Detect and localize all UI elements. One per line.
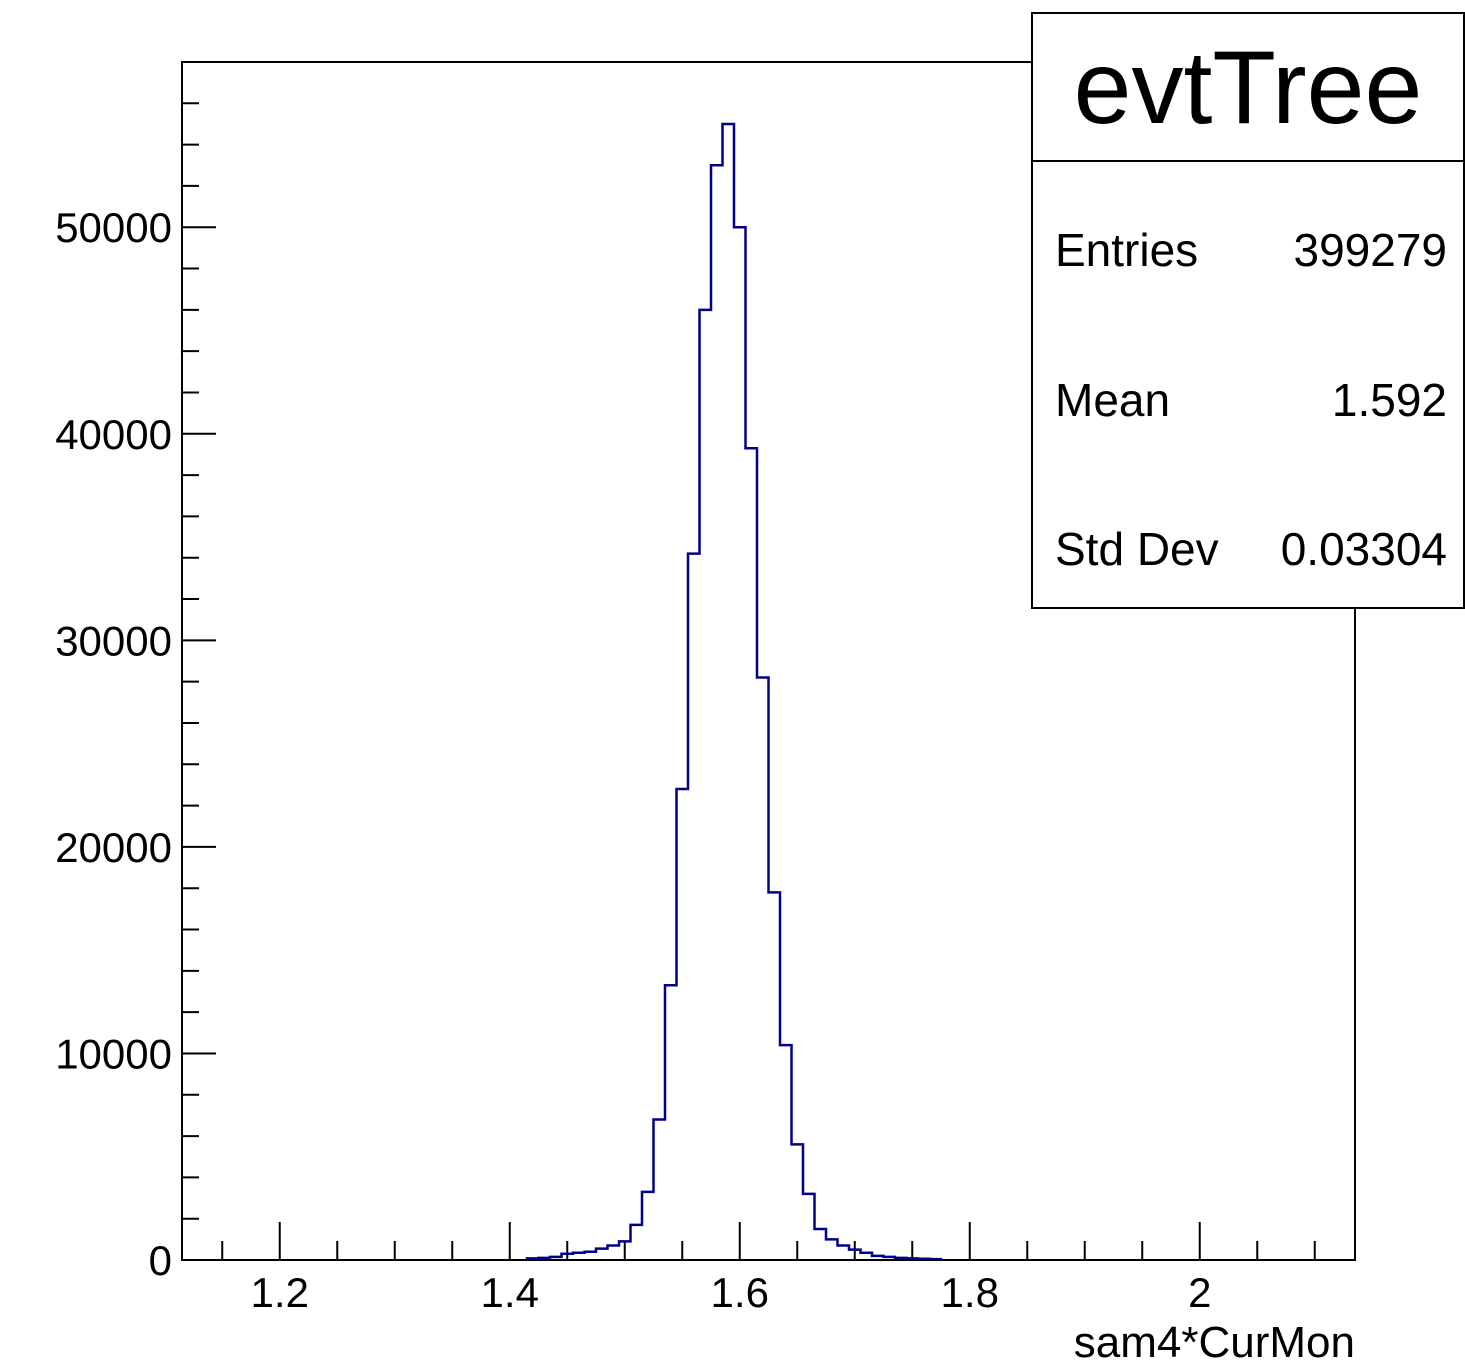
y-tick-label: 0	[149, 1237, 172, 1284]
axis-ticks	[182, 61, 1316, 1261]
stats-label: Entries	[1055, 224, 1199, 276]
histogram-series	[525, 122, 943, 1261]
x-tick-label: 1.4	[481, 1269, 539, 1316]
stats-value: 0.03304	[1280, 523, 1447, 575]
plot-frame	[181, 61, 1356, 1261]
y-tick-label: 10000	[55, 1030, 172, 1077]
stats-value: 1.592	[1331, 374, 1447, 426]
y-tick-label: 50000	[55, 204, 172, 251]
x-tick-label: 1.6	[711, 1269, 769, 1316]
stats-row-stddev: Std Dev 0.03304	[1055, 519, 1447, 579]
stats-box: evtTree Entries 399279 Mean 1.592 Std De…	[1031, 12, 1465, 609]
y-tick-label: 40000	[55, 411, 172, 458]
stats-value: 399279	[1293, 224, 1448, 276]
x-tick-label: 1.8	[941, 1269, 999, 1316]
x-tick-label: 2	[1188, 1269, 1211, 1316]
y-tick-label: 30000	[55, 617, 172, 664]
x-tick-label: 1.2	[251, 1269, 309, 1316]
tick-labels: 1.2 1.4 1.6 1.8 2 0 10000 20000 30000 40000 50000	[55, 204, 1211, 1316]
stats-label: Mean	[1055, 374, 1171, 426]
stats-row-mean: Mean 1.592	[1055, 370, 1447, 430]
stats-row-entries: Entries 399279	[1055, 220, 1447, 280]
stats-title: evtTree	[1033, 14, 1463, 162]
x-axis-title: sam4*CurMon	[1073, 1318, 1355, 1367]
stats-label: Std Dev	[1055, 523, 1219, 575]
y-tick-label: 20000	[55, 824, 172, 871]
